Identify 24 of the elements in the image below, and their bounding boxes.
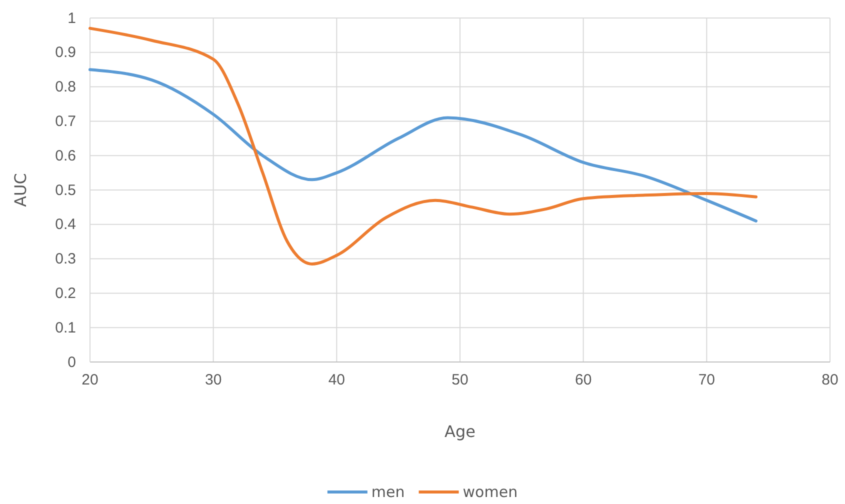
y-tick-label: 0.5	[55, 182, 76, 199]
y-tick-label: 0	[68, 354, 76, 371]
y-tick-label: 0.9	[55, 44, 76, 62]
y-tick-label: 0.2	[55, 285, 76, 302]
y-tick-label: 0.7	[55, 113, 76, 130]
y-tick-label: 0.1	[55, 319, 76, 336]
y-axis-title: AUC	[11, 173, 30, 207]
y-tick-label: 0.8	[55, 78, 76, 96]
legend-label: women	[462, 483, 518, 501]
x-tick-label: 20	[82, 372, 98, 389]
x-tick-label: 30	[204, 372, 222, 389]
x-tick-label: 70	[698, 372, 716, 389]
x-tick-label: 80	[822, 372, 838, 389]
line-series	[88, 26, 758, 266]
y-tick-label: 0.4	[55, 216, 76, 234]
legend-label: men	[371, 483, 405, 501]
line-series	[88, 68, 758, 222]
y-tick-label: 0.3	[55, 250, 76, 268]
y-tick-label: 0.6	[55, 147, 76, 164]
x-tick-label: 50	[452, 372, 468, 389]
x-tick-label: 60	[574, 372, 592, 389]
x-tick-label: 40	[328, 372, 346, 389]
x-axis-title: Age	[444, 422, 476, 441]
y-tick-label: 1	[68, 10, 76, 27]
